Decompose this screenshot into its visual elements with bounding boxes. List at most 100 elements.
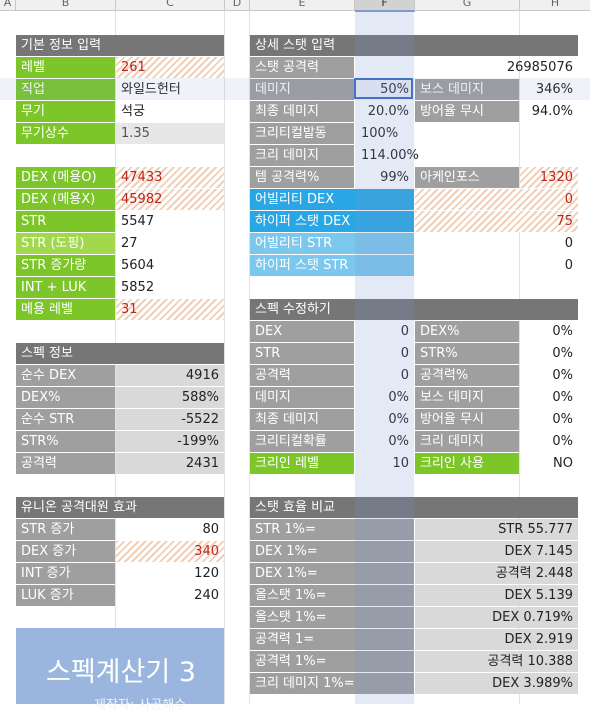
col-e[interactable]: E	[250, 0, 355, 10]
damage-input[interactable]: 50%	[380, 82, 409, 97]
str-input[interactable]: 5547	[121, 214, 155, 229]
union-dex-label: DEX 증가	[16, 541, 115, 562]
banner-title: 스펙계산기 3	[46, 657, 196, 688]
col-g[interactable]: G	[415, 0, 520, 10]
col-c[interactable]: C	[116, 0, 225, 10]
str-increase-label: STR 증가량	[16, 255, 115, 276]
modify-spec-header: 스펙 수정하기	[250, 299, 578, 320]
efficiency-label: 크리 데미지 1%=	[250, 673, 414, 694]
hyper-str-label: 하이퍼 스탯 STR	[250, 255, 414, 276]
hyper-str-input[interactable]: 0	[564, 258, 573, 273]
final-damage-label: 최종 데미지	[250, 101, 354, 122]
stat-attack-input[interactable]: 26985076	[506, 60, 573, 75]
ability-str-input[interactable]: 0	[564, 236, 573, 251]
union-dex-input[interactable]: 340	[116, 541, 224, 562]
dex-meyong-off-input[interactable]: 45982	[116, 189, 224, 210]
modify-left-label: STR	[250, 343, 354, 364]
modify-right-input[interactable]: 0%	[552, 412, 573, 427]
basic-info-header: 기본 정보 입력	[16, 35, 224, 56]
union-int-input[interactable]: 120	[194, 566, 219, 581]
meyong-level-label: 메용 레벨	[16, 299, 115, 320]
efficiency-label: DEX 1%=	[250, 541, 414, 562]
modify-right-label: 크리인 사용	[415, 453, 519, 474]
modify-left-label: 공격력	[250, 365, 354, 386]
str-percent-value: -199%	[116, 431, 224, 452]
str-increase-input[interactable]: 5604	[121, 258, 155, 273]
dex-meyong-on-input[interactable]: 47433	[116, 167, 224, 188]
modify-right-input[interactable]: 0%	[552, 346, 573, 361]
boss-damage-label: 보스 데미지	[415, 79, 519, 100]
ignore-defense-input[interactable]: 94.0%	[531, 104, 573, 119]
efficiency-label: 올스탯 1%=	[250, 585, 414, 606]
modify-left-input[interactable]: 0%	[388, 390, 409, 405]
str-doping-input[interactable]: 27	[121, 236, 138, 251]
boss-damage-input[interactable]: 346%	[535, 82, 573, 97]
meyong-level-input[interactable]: 31	[116, 299, 224, 320]
col-f[interactable]: F	[355, 0, 415, 12]
item-attack-label: 템 공격력%	[250, 167, 354, 188]
title-banner: 스펙계산기 3 제작자: 사공해수	[16, 628, 224, 713]
col-a[interactable]: A	[0, 0, 16, 10]
crit-rate-input[interactable]: 100%	[361, 126, 399, 141]
modify-left-input[interactable]: 0	[400, 346, 409, 361]
pure-str-value: -5522	[116, 409, 224, 430]
job-label: 직업	[16, 79, 115, 100]
modify-left-input[interactable]: 0	[400, 368, 409, 383]
modify-left-label: 최종 데미지	[250, 409, 354, 430]
ability-dex-label: 어빌리티 DEX	[250, 189, 414, 210]
modify-right-input[interactable]: 0%	[552, 368, 573, 383]
pure-str-label: 순수 STR	[16, 409, 115, 430]
column-header-bar: A B C D E F G H	[0, 0, 590, 12]
spec-info-header: 스펙 정보	[16, 343, 224, 364]
modify-right-input[interactable]: 0%	[552, 324, 573, 339]
modify-left-input[interactable]: 0%	[388, 412, 409, 427]
level-input[interactable]: 261	[116, 57, 224, 78]
modify-left-input[interactable]: 0%	[388, 434, 409, 449]
detail-stats-header: 상세 스탯 입력	[250, 35, 578, 56]
item-attack-input[interactable]: 99%	[380, 170, 409, 185]
job-input[interactable]: 와일드헌터	[121, 82, 181, 97]
col-h[interactable]: H	[520, 0, 590, 10]
weapon-label: 무기	[16, 101, 115, 122]
arcane-force-input[interactable]: 1320	[520, 167, 578, 188]
efficiency-label: DEX 1%=	[250, 563, 414, 584]
level-label: 레벨	[16, 57, 115, 78]
dex-meyong-on-label: DEX (메용O)	[16, 167, 115, 188]
attack-power-value: 2431	[116, 453, 224, 474]
int-luk-input[interactable]: 5852	[121, 280, 155, 295]
modify-right-label: 보스 데미지	[415, 387, 519, 408]
ignore-defense-label: 방어율 무시	[415, 101, 519, 122]
modify-left-label: 크리티컬확률	[250, 431, 354, 452]
dex-percent-label: DEX%	[16, 387, 115, 408]
ability-dex-input[interactable]: 0	[415, 189, 578, 210]
modify-left-input[interactable]: 10	[392, 456, 409, 471]
damage-label: 데미지	[250, 79, 354, 100]
hyper-dex-label: 하이퍼 스탯 DEX	[250, 211, 414, 232]
col-b[interactable]: B	[16, 0, 116, 10]
modify-right-input[interactable]: NO	[553, 456, 573, 471]
efficiency-header: 스탯 효율 비교	[250, 497, 578, 518]
union-str-input[interactable]: 80	[202, 522, 219, 537]
union-luk-input[interactable]: 240	[194, 588, 219, 603]
weapon-constant-value: 1.35	[116, 123, 224, 144]
efficiency-value: 공격력 10.388	[415, 651, 578, 672]
efficiency-label: 올스탯 1%=	[250, 607, 414, 628]
union-str-label: STR 증가	[16, 519, 115, 540]
modify-right-label: 방어율 무시	[415, 409, 519, 430]
efficiency-label: 공격력 1=	[250, 629, 414, 650]
col-d[interactable]: D	[225, 0, 250, 10]
modify-right-label: 크리 데미지	[415, 431, 519, 452]
modify-right-label: DEX%	[415, 321, 519, 342]
union-int-label: INT 증가	[16, 563, 115, 584]
efficiency-value: 공격력 2.448	[415, 563, 578, 584]
weapon-input[interactable]: 석궁	[121, 104, 145, 119]
modify-left-input[interactable]: 0	[400, 324, 409, 339]
modify-right-input[interactable]: 0%	[552, 434, 573, 449]
efficiency-value: DEX 2.919	[415, 629, 578, 650]
crit-damage-input[interactable]: 114.00%	[361, 148, 419, 163]
hyper-dex-input[interactable]: 75	[415, 211, 578, 232]
union-header: 유니온 공격대원 효과	[16, 497, 224, 518]
final-damage-input[interactable]: 20.0%	[367, 104, 409, 119]
crit-damage-label: 크리 데미지	[250, 145, 354, 166]
modify-right-input[interactable]: 0%	[552, 390, 573, 405]
